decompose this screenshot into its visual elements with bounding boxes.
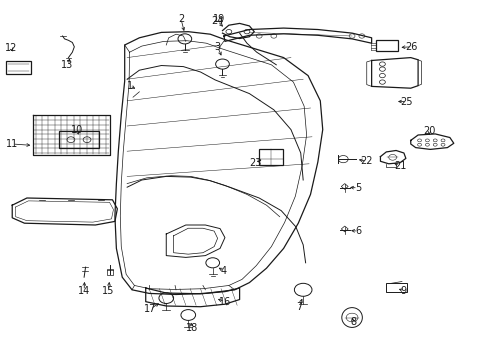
Text: 3: 3	[214, 42, 220, 52]
Text: 15: 15	[102, 286, 115, 296]
Bar	[6, 61, 31, 74]
Text: 26: 26	[405, 42, 417, 52]
Text: 11: 11	[6, 139, 19, 149]
Text: 14: 14	[78, 286, 90, 296]
Text: 7: 7	[296, 302, 302, 312]
Bar	[107, 269, 113, 275]
Text: 4: 4	[221, 266, 226, 276]
Text: 16: 16	[218, 297, 231, 307]
Bar	[386, 283, 406, 292]
Text: 8: 8	[349, 317, 355, 327]
Text: 1: 1	[126, 81, 132, 91]
Text: 25: 25	[400, 96, 412, 107]
Text: 6: 6	[355, 226, 361, 236]
Text: 5: 5	[354, 183, 360, 193]
Text: 18: 18	[185, 323, 198, 333]
Text: 23: 23	[248, 158, 261, 168]
Text: 9: 9	[400, 286, 406, 296]
Text: 2: 2	[178, 14, 183, 24]
Text: 20: 20	[422, 126, 435, 136]
Text: 12: 12	[4, 42, 17, 53]
Bar	[375, 40, 397, 51]
Bar	[59, 131, 99, 148]
Bar	[259, 149, 282, 165]
Text: 10: 10	[71, 125, 83, 135]
Text: 21: 21	[393, 161, 406, 171]
Text: 17: 17	[144, 304, 157, 314]
Text: 22: 22	[360, 156, 372, 166]
Text: 19: 19	[212, 14, 225, 24]
Text: 24: 24	[211, 16, 224, 26]
Text: 13: 13	[61, 60, 74, 70]
